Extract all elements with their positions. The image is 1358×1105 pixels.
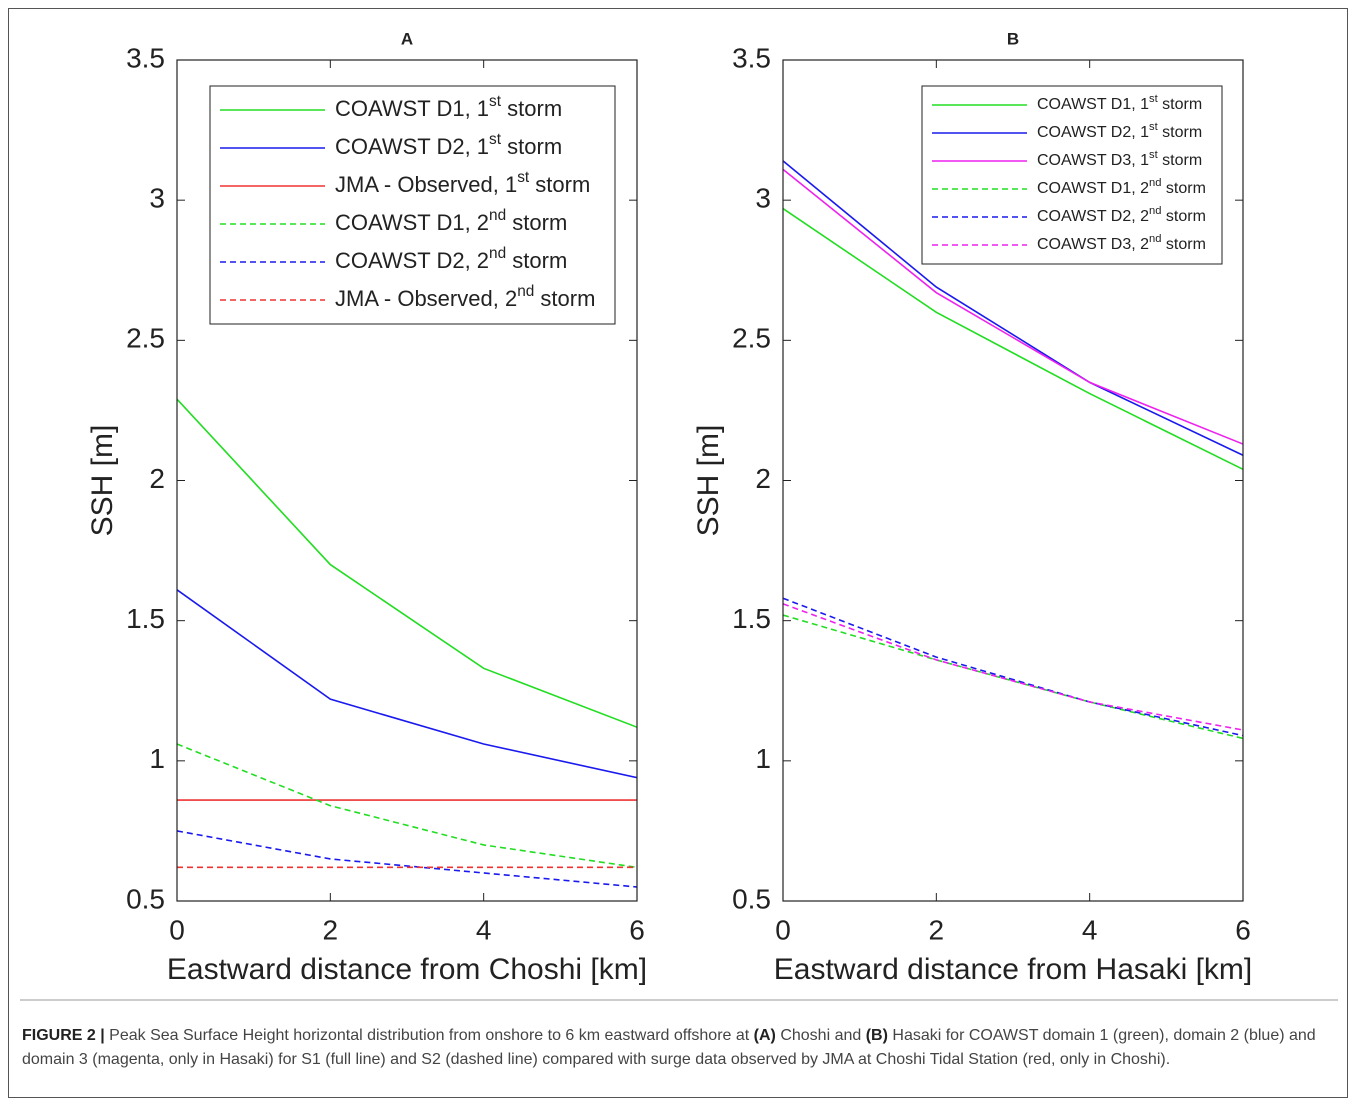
y-tick-label: 3.5 [732,42,771,73]
y-tick-label: 2.5 [126,323,165,354]
legend-label: COAWST D2, 2nd storm [1037,205,1206,225]
y-tick-label: 3 [149,183,165,214]
panel-title: A [401,29,413,48]
y-tick-label: 3 [755,183,771,214]
legend-label: JMA - Observed, 2nd storm [335,283,595,311]
legend-box [921,85,1223,265]
legend-label: COAWST D1, 1st storm [335,93,562,121]
y-tick-label: 1.5 [126,603,165,634]
caption: FIGURE 2 | Peak Sea Surface Height horiz… [22,1024,1332,1072]
caption-text: (B) [865,1027,888,1044]
x-tick-label: 6 [629,914,645,945]
y-tick-label: 2 [755,463,771,494]
y-tick-label: 2 [149,463,165,494]
y-tick-label: 2.5 [732,323,771,354]
caption-text: FIGURE 2 | [22,1027,105,1044]
figure-frame [8,8,1348,1098]
caption-text: Peak Sea Surface Height horizontal distr… [104,1027,754,1044]
series-line [782,597,1244,737]
caption-text: (A) [753,1027,776,1044]
plot-box [176,59,638,902]
x-tick-label: 0 [169,914,185,945]
x-tick-label: 4 [1082,914,1098,945]
series-line [176,589,638,779]
series-line [782,168,1244,445]
series-line [176,743,638,869]
panel-title: B [1007,29,1019,48]
series-line [782,160,1244,456]
legend-label: COAWST D2, 2nd storm [335,245,567,273]
x-axis-label: Eastward distance from Choshi [km] [167,953,647,986]
legend-label: COAWST D3, 2nd storm [1037,233,1206,253]
y-axis-label: SSH [m] [86,425,119,537]
legend-label: COAWST D3, 1st storm [1037,149,1202,169]
y-tick-label: 1 [149,743,165,774]
caption-text: Hasaki for COAWST domain 1 (green), doma… [22,1027,1316,1068]
legend-label: COAWST D1, 1st storm [1037,93,1202,113]
legend-label: COAWST D1, 2nd storm [335,207,567,235]
series-line [176,398,638,728]
x-tick-label: 6 [1235,914,1251,945]
legend-label: COAWST D2, 1st storm [335,131,562,159]
plot-box [782,59,1244,902]
series-line [782,603,1244,731]
legend-label: JMA - Observed, 1st storm [335,169,590,197]
x-tick-label: 4 [476,914,492,945]
caption-text: Choshi and [775,1027,866,1044]
x-tick-label: 2 [929,914,945,945]
y-tick-label: 0.5 [732,883,771,914]
x-axis-label: Eastward distance from Hasaki [km] [774,953,1253,986]
series-line [782,207,1244,471]
y-tick-label: 3.5 [126,42,165,73]
series-line [176,830,638,888]
x-tick-label: 0 [775,914,791,945]
x-tick-label: 2 [323,914,339,945]
y-tick-label: 1.5 [732,603,771,634]
legend-label: COAWST D2, 1st storm [1037,121,1202,141]
legend-label: COAWST D1, 2nd storm [1037,177,1206,197]
y-tick-label: 1 [755,743,771,774]
legend-box [209,85,616,325]
y-tick-label: 0.5 [126,883,165,914]
figure: A Eastward distance from Choshi [km] SSH [… [20,29,1338,1001]
y-axis-label: SSH [m] [692,425,725,537]
